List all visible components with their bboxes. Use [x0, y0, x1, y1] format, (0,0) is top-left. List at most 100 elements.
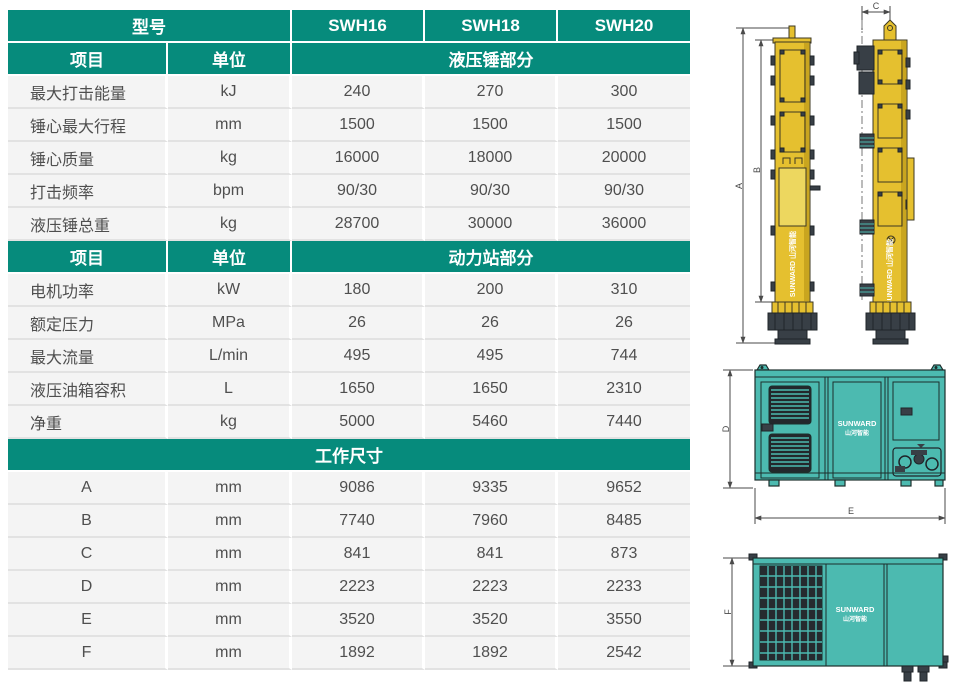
power-station-rear-drawing: F SUNWARD 山河智能 — [723, 553, 949, 682]
spec-item-cell: 液压锤总重 — [8, 208, 168, 241]
section-title-cell: 液压锤部分 — [292, 43, 690, 76]
dim-label-F: F — [723, 609, 733, 615]
table-row: 液压锤总重 kg 28700 30000 36000 — [8, 208, 690, 241]
spec-value-cell: 2310 — [558, 373, 690, 406]
dim-line-E: E — [754, 488, 946, 524]
spec-value-cell: 200 — [425, 274, 558, 307]
spec-value-cell: 30000 — [425, 208, 558, 241]
section-header-row: 工作尺寸 — [8, 439, 690, 472]
hammer-technical-drawing: A B SUNWARD 山河智能 — [734, 1, 916, 345]
spec-value-cell: 495 — [292, 340, 425, 373]
spec-value-cell: 18000 — [425, 142, 558, 175]
spec-value-cell: 90/30 — [558, 175, 690, 208]
dim-label-C: C — [873, 1, 880, 11]
model-header-cell: 型号 — [8, 10, 292, 43]
table-row: 液压油箱容积 L 1650 1650 2310 — [8, 373, 690, 406]
spec-item-cell: 锤心最大行程 — [8, 109, 168, 142]
spec-item-cell: B — [8, 505, 168, 538]
spec-value-cell: 1500 — [292, 109, 425, 142]
spec-value-cell: 1650 — [425, 373, 558, 406]
spec-value-cell: 9335 — [425, 472, 558, 505]
spec-value-cell: 8485 — [558, 505, 690, 538]
hammer-side-view: SUNWARD 山河智能 — [853, 19, 916, 345]
spec-unit-cell: mm — [168, 571, 292, 604]
dim-label-E: E — [848, 506, 854, 516]
hammer-front-brand: SUNWARD 山河智能 — [788, 231, 797, 297]
power-station-front-drawing: D SUNWARD 山河智能 — [721, 364, 946, 524]
table-row: 锤心最大行程 mm 1500 1500 1500 — [8, 109, 690, 142]
power-station-rear-unit: SUNWARD 山河智能 — [748, 553, 949, 682]
cooling-grille — [759, 565, 823, 661]
spec-item-cell: 电机功率 — [8, 274, 168, 307]
spec-item-cell: 净重 — [8, 406, 168, 439]
spec-value-cell: 495 — [425, 340, 558, 373]
dim-line-D: D — [721, 369, 753, 489]
unit-header-cell: 单位 — [168, 241, 292, 274]
table-row: 锤心质量 kg 16000 18000 20000 — [8, 142, 690, 175]
louver-vent — [768, 385, 812, 473]
spec-unit-cell: L — [168, 373, 292, 406]
spec-value-cell: 300 — [558, 76, 690, 109]
spec-unit-cell: kg — [168, 208, 292, 241]
power-station-front-unit: SUNWARD 山河智能 — [754, 364, 946, 487]
spec-value-cell: 5460 — [425, 406, 558, 439]
spec-value-cell: 2223 — [292, 571, 425, 604]
spec-value-cell: 90/30 — [292, 175, 425, 208]
spec-unit-cell: kW — [168, 274, 292, 307]
model-name-cell: SWH20 — [558, 10, 690, 43]
unit-header-cell: 单位 — [168, 43, 292, 76]
spec-value-cell: 9652 — [558, 472, 690, 505]
spec-unit-cell: kg — [168, 142, 292, 175]
spec-value-cell: 1500 — [558, 109, 690, 142]
dim-label-B: B — [752, 167, 762, 173]
hammer-front-view: SUNWARD 山河智能 — [767, 25, 821, 345]
section-title-cell: 工作尺寸 — [8, 439, 690, 472]
model-header-row: 型号 SWH16 SWH18 SWH20 — [8, 10, 690, 43]
section-header-row: 项目 单位 动力站部分 — [8, 241, 690, 274]
spec-value-cell: 1650 — [292, 373, 425, 406]
spec-unit-cell: mm — [168, 109, 292, 142]
spec-value-cell: 9086 — [292, 472, 425, 505]
spec-value-cell: 1500 — [425, 109, 558, 142]
dim-label-A: A — [734, 183, 744, 189]
ps-rear-brand-cn: 山河智能 — [843, 615, 867, 623]
spec-item-cell: E — [8, 604, 168, 637]
ps-rear-brand-en: SUNWARD — [836, 605, 875, 614]
spec-item-cell: 液压油箱容积 — [8, 373, 168, 406]
spec-value-cell: 3520 — [292, 604, 425, 637]
spec-value-cell: 180 — [292, 274, 425, 307]
spec-value-cell: 26 — [558, 307, 690, 340]
door-latch — [761, 423, 774, 432]
table-row: 额定压力 MPa 26 26 26 — [8, 307, 690, 340]
spec-value-cell: 270 — [425, 76, 558, 109]
model-name-cell: SWH16 — [292, 10, 425, 43]
dim-line-F: F — [723, 557, 751, 667]
pump-assembly — [892, 444, 942, 477]
spec-value-cell: 5000 — [292, 406, 425, 439]
spec-unit-cell: kJ — [168, 76, 292, 109]
spec-value-cell: 841 — [425, 538, 558, 571]
item-header-cell: 项目 — [8, 241, 168, 274]
spec-item-cell: C — [8, 538, 168, 571]
spec-value-cell: 3520 — [425, 604, 558, 637]
hose-connectors — [901, 655, 949, 682]
spec-table: 型号 SWH16 SWH18 SWH20 项目 单位 液压锤部分 最大打击能量 kJ 240 270… — [8, 10, 690, 670]
spec-value-cell: 7960 — [425, 505, 558, 538]
spec-value-cell: 20000 — [558, 142, 690, 175]
spec-item-cell: A — [8, 472, 168, 505]
spec-unit-cell: L/min — [168, 340, 292, 373]
spec-value-cell: 2542 — [558, 637, 690, 670]
spec-value-cell: 90/30 — [425, 175, 558, 208]
spec-item-cell: F — [8, 637, 168, 670]
spec-unit-cell: bpm — [168, 175, 292, 208]
spec-unit-cell: mm — [168, 505, 292, 538]
ps-front-brand-cn: 山河智能 — [845, 429, 869, 437]
spec-value-cell: 240 — [292, 76, 425, 109]
dim-label-D: D — [721, 425, 731, 432]
dim-line-A: A — [734, 27, 792, 344]
spec-value-cell: 1892 — [292, 637, 425, 670]
spec-item-cell: 打击频率 — [8, 175, 168, 208]
spec-item-cell: 锤心质量 — [8, 142, 168, 175]
model-name-cell: SWH18 — [425, 10, 558, 43]
